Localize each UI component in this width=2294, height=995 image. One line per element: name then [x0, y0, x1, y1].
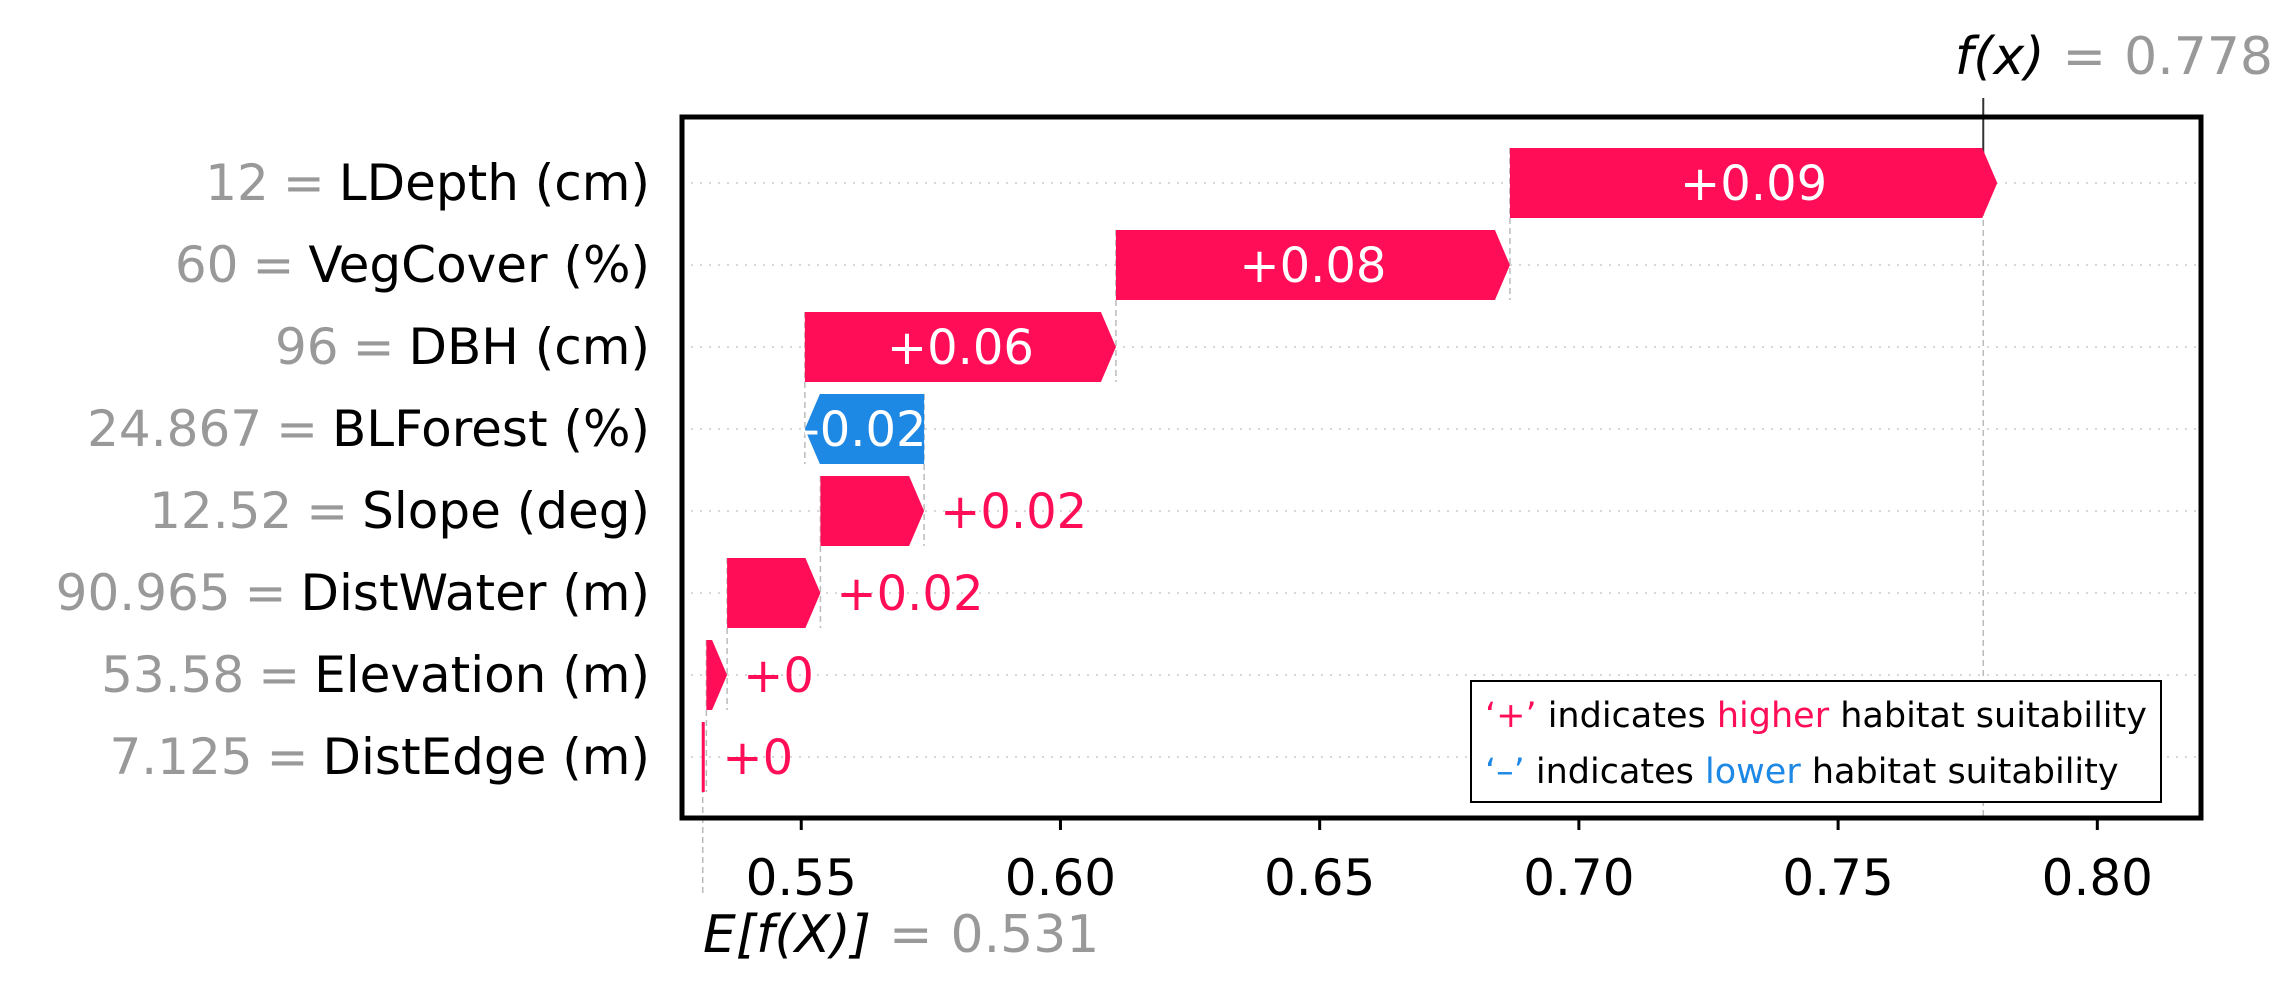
bar-3: [804, 312, 1116, 382]
feature-name: DistEdge (m): [323, 728, 651, 786]
bar-value-label: +0.08: [1239, 238, 1386, 294]
feature-name: Slope (deg): [362, 482, 650, 540]
feature-label: 12.52 = Slope (deg): [149, 482, 650, 540]
legend: ‘+’ indicates higher habitat suitability…: [1470, 680, 2162, 803]
feature-equals: =: [276, 400, 318, 458]
feature-name: VegCover (%): [308, 236, 650, 294]
feature-label: 7.125 = DistEdge (m): [109, 728, 650, 786]
feature-name: BLForest (%): [332, 400, 650, 458]
feature-name: Elevation (m): [314, 646, 650, 704]
bar-value-label: +0.09: [1680, 156, 1827, 212]
x-tick-label: 0.60: [1005, 849, 1116, 907]
feature-label: 12 = LDepth (cm): [205, 154, 650, 212]
bar-label-layer: +0.09+0.08+0.06-0.02+0.02+0.02+0+0: [722, 156, 1827, 786]
bar-1: [1509, 148, 1998, 218]
x-tick-label: 0.55: [746, 849, 857, 907]
bar-value-label: +0.02: [836, 566, 983, 622]
feature-equals: =: [252, 236, 294, 294]
feature-label: 96 = DBH (cm): [275, 318, 650, 376]
legend-negative-prefix: indicates: [1525, 752, 1705, 792]
feature-equals: =: [258, 646, 300, 704]
feature-value: 12: [205, 154, 269, 212]
legend-negative-suffix: habitat suitability: [1801, 752, 2119, 792]
feature-equals: =: [306, 482, 348, 540]
output-value: 0.778: [2124, 27, 2273, 87]
x-tick-label: 0.65: [1264, 849, 1375, 907]
feature-equals: =: [353, 318, 395, 376]
x-tick-label: 0.70: [1523, 849, 1634, 907]
feature-label: 53.58 = Elevation (m): [101, 646, 650, 704]
base-label: E[f(X)]: [703, 905, 871, 965]
bar-value-label: +0: [743, 648, 814, 704]
bar-layer: [701, 148, 1998, 792]
output-equals: =: [2063, 27, 2107, 87]
legend-item-positive: ‘+’ indicates higher habitat suitability: [1485, 696, 2147, 736]
bar-6: [727, 558, 821, 628]
x-tick-label: 0.80: [2042, 849, 2153, 907]
feature-label: 90.965 = DistWater (m): [56, 564, 650, 622]
legend-negative-keyword: lower: [1705, 752, 1801, 792]
feature-value: 90.965: [56, 564, 231, 622]
feature-value: 12.52: [149, 482, 292, 540]
bar-2: [1115, 230, 1510, 300]
feature-equals: =: [245, 564, 287, 622]
bar-7: [706, 640, 728, 710]
legend-positive-prefix: indicates: [1537, 696, 1717, 736]
legend-box: [1470, 680, 2162, 803]
feature-name: DBH (cm): [408, 318, 650, 376]
x-tick-label: 0.75: [1782, 849, 1893, 907]
feature-label-layer: 12 = LDepth (cm)60 = VegCover (%)96 = DBH (cm)…: [56, 154, 650, 786]
bar-value-label: +0.02: [940, 484, 1087, 540]
feature-value: 24.867: [87, 400, 262, 458]
legend-item-negative: ‘–’ indicates lower habitat suitability: [1485, 752, 2119, 792]
base-equals: =: [889, 905, 933, 965]
feature-name: LDepth (cm): [339, 154, 650, 212]
bar-4: [804, 394, 925, 464]
feature-equals: =: [283, 154, 325, 212]
base-value-annotation: E[f(X)] = 0.531: [703, 905, 1099, 965]
feature-value: 60: [175, 236, 239, 294]
bar-value-label: +0: [722, 730, 793, 786]
legend-positive-keyword: higher: [1717, 696, 1830, 736]
bar-value-label: -0.02: [802, 402, 926, 458]
bar-5: [820, 476, 925, 546]
feature-equals: =: [267, 728, 309, 786]
legend-positive-suffix: habitat suitability: [1829, 696, 2147, 736]
plot-frame: [679, 114, 2204, 821]
output-label: f(x): [1955, 27, 2045, 87]
feature-value: 96: [275, 318, 339, 376]
feature-value: 7.125: [109, 728, 252, 786]
legend-negative-symbol: ‘–’: [1485, 752, 1525, 792]
feature-label: 60 = VegCover (%): [175, 236, 650, 294]
bar-8: [701, 722, 705, 792]
base-value: 0.531: [951, 905, 1100, 965]
bar-value-label: +0.06: [887, 320, 1034, 376]
feature-value: 53.58: [101, 646, 244, 704]
feature-name: DistWater (m): [301, 564, 650, 622]
output-value-annotation: f(x) = 0.778: [1955, 27, 2273, 87]
legend-positive-symbol: ‘+’: [1485, 696, 1537, 736]
x-axis: 0.55 0.60 0.65 0.70 0.75 0.80: [746, 818, 2153, 907]
feature-label: 24.867 = BLForest (%): [87, 400, 650, 458]
